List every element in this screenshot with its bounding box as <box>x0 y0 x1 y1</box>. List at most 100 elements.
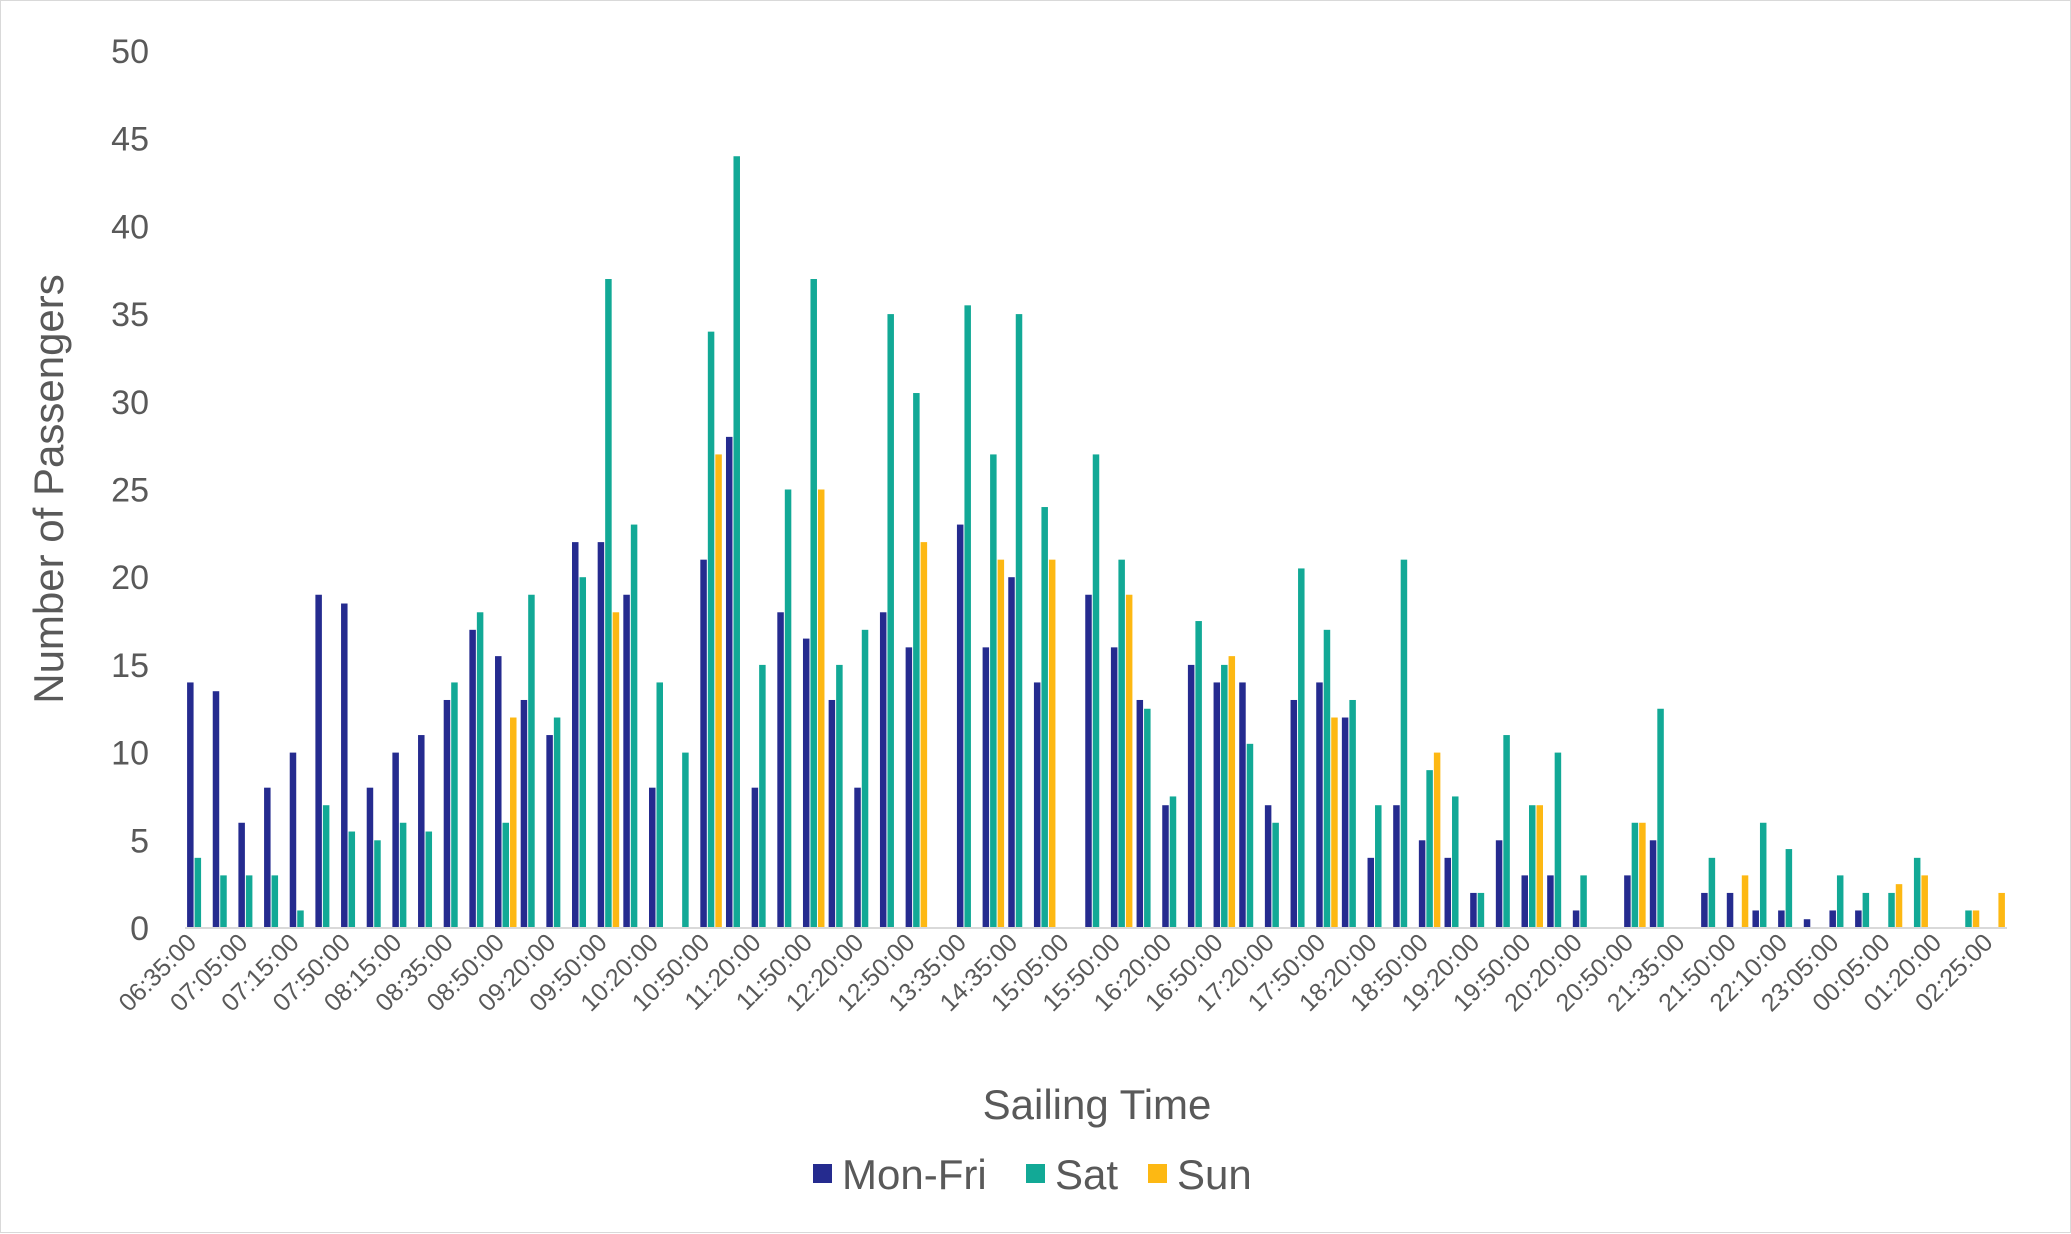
bar-mon-fri <box>1316 682 1323 928</box>
bar-mon-fri <box>1008 577 1015 928</box>
bar-sat <box>1246 743 1254 928</box>
bar-sat <box>553 717 561 928</box>
bar-mon-fri <box>187 682 194 928</box>
bar-mon-fri <box>1572 910 1580 928</box>
bar-mon-fri <box>1162 805 1169 928</box>
bar-mon-fri <box>802 638 810 928</box>
bar-sat <box>502 822 510 928</box>
bar-sun <box>1331 717 1338 928</box>
bar-sat <box>810 279 817 928</box>
bar-sat <box>528 594 535 928</box>
y-tick-label: 5 <box>130 822 149 860</box>
bar-mon-fri <box>1290 699 1298 928</box>
y-tick-label: 25 <box>111 472 149 510</box>
bar-sun <box>1639 822 1646 928</box>
bar-mon-fri <box>1213 682 1221 928</box>
bar-mon-fri <box>1701 892 1708 928</box>
bar-sat <box>1195 621 1202 928</box>
bar-sat <box>887 314 894 929</box>
bar-sat <box>194 857 202 928</box>
bar-sat <box>1169 796 1177 928</box>
bar-sat <box>784 489 792 928</box>
bar-mon-fri <box>649 787 656 928</box>
bar-sat <box>1349 699 1356 928</box>
y-tick-label: 35 <box>111 296 149 334</box>
bar-sat <box>220 875 227 928</box>
bars <box>187 156 2005 929</box>
y-axis-ticks: 0 5 10 15 20 25 30 35 40 45 50 <box>111 33 149 948</box>
bar-mon-fri <box>212 691 220 928</box>
bar-mon-fri <box>1495 840 1503 928</box>
bar-mon-fri <box>1829 910 1836 928</box>
bar-sat <box>1118 559 1125 928</box>
bar-sat <box>1913 857 1921 928</box>
bar-sun <box>1433 752 1441 928</box>
bar-mon-fri <box>1110 647 1118 928</box>
bar-sat <box>451 682 458 928</box>
bar-sat <box>1503 735 1510 928</box>
bar-sun <box>1895 884 1903 928</box>
bar-mon-fri <box>1726 892 1734 928</box>
bar-sat <box>1015 314 1023 929</box>
bar-sat <box>1477 892 1485 928</box>
bar-sat <box>861 629 869 928</box>
bar-mon-fri <box>725 436 733 928</box>
y-tick-label: 50 <box>111 33 149 71</box>
bar-mon-fri <box>1803 919 1811 928</box>
bar-sat <box>1452 796 1459 928</box>
bar-sat <box>1221 664 1228 928</box>
bar-sun <box>1048 559 1056 928</box>
x-axis-title: Sailing Time <box>983 1081 1212 1128</box>
bar-mon-fri <box>1778 910 1785 928</box>
bar-sun <box>817 489 825 928</box>
bar-sat <box>759 664 766 928</box>
bar-sat <box>656 682 663 928</box>
y-tick-label: 40 <box>111 208 149 246</box>
bar-sat <box>1836 875 1844 928</box>
bar-mon-fri <box>956 524 964 928</box>
bar-mon-fri <box>392 752 399 928</box>
bar-sat <box>374 840 381 928</box>
bar-mon-fri <box>1855 910 1862 928</box>
bar-sat <box>1580 875 1587 928</box>
bar-sat <box>271 875 279 928</box>
bar-mon-fri <box>879 612 887 928</box>
bar-mon-fri <box>1521 875 1528 928</box>
bar-sat <box>1631 822 1639 928</box>
y-tick-label: 0 <box>130 910 149 948</box>
bar-sat <box>1092 454 1100 928</box>
bar-mon-fri <box>1239 682 1246 928</box>
bar-mon-fri <box>828 699 836 928</box>
bar-sat <box>733 156 740 929</box>
bar-mon-fri <box>1470 892 1477 928</box>
bar-mon-fri <box>1649 840 1657 928</box>
bar-mon-fri <box>495 656 502 928</box>
bar-sun <box>1972 910 1980 928</box>
bar-mon-fri <box>1547 875 1554 928</box>
bar-sat <box>1272 822 1279 928</box>
bar-mon-fri <box>1393 805 1400 928</box>
y-tick-label: 20 <box>111 559 149 597</box>
bar-mon-fri <box>546 735 553 928</box>
bar-mon-fri <box>520 699 528 928</box>
bar-mon-fri <box>1085 594 1092 928</box>
bar-mon-fri <box>469 629 476 928</box>
y-tick-label: 30 <box>111 384 149 422</box>
bar-mon-fri <box>777 612 784 928</box>
bar-mon-fri <box>238 822 245 928</box>
bar-sat <box>836 664 843 928</box>
bar-sun <box>510 717 517 928</box>
bar-sat <box>1785 849 1793 928</box>
y-axis-title: Number of Passengers <box>25 274 72 704</box>
bar-sat <box>1554 752 1562 928</box>
bar-sat <box>605 279 612 928</box>
bar-sat <box>1400 559 1408 928</box>
bar-sat <box>1298 568 1305 928</box>
bar-sat <box>990 454 997 928</box>
legend-swatch <box>813 1164 832 1183</box>
bar-mon-fri <box>700 559 707 928</box>
bar-mon-fri <box>1624 875 1631 928</box>
bar-sun <box>1125 594 1133 928</box>
